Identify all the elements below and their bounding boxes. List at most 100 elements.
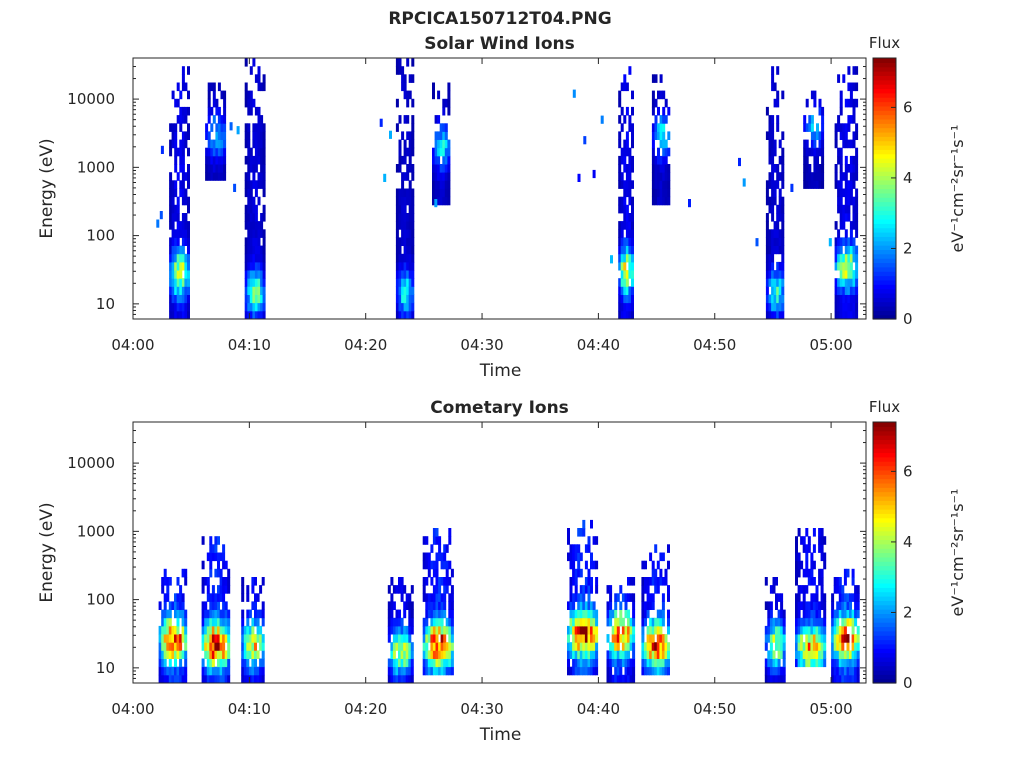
spectrogram-cell: [813, 131, 817, 140]
spectrogram-cell: [398, 188, 402, 198]
spectrogram-cell: [846, 634, 850, 643]
spectrogram-cell: [257, 172, 261, 181]
spectrogram-cell: [765, 302, 769, 312]
spectrogram-cell: [574, 617, 578, 627]
spectrogram-cell: [837, 196, 841, 206]
colorbar-swatch: [873, 88, 896, 94]
spectrogram-cell: [398, 674, 401, 684]
spectrogram-cell: [797, 650, 801, 659]
spectrogram-cell: [606, 617, 610, 627]
spectrogram-cell: [432, 196, 435, 206]
spectrogram-cell: [812, 658, 816, 668]
spectrogram-cell: [595, 642, 599, 651]
burst-1: [158, 568, 188, 684]
spectrogram-cell: [781, 155, 785, 165]
spectrogram-cell: [425, 577, 429, 586]
spectrogram-cell: [408, 90, 412, 100]
spectrogram-cell: [856, 601, 860, 610]
x-tick-label: 04:40: [577, 336, 620, 354]
spectrogram-cell: [227, 650, 231, 659]
spectrogram-cell: [422, 577, 426, 586]
spectrogram-cell: [816, 131, 819, 140]
spectrogram-cell: [667, 625, 670, 635]
spectrogram-cell: [614, 642, 618, 651]
spectrogram-cell: [781, 261, 785, 271]
spectrogram-cell: [569, 601, 573, 610]
spectrogram-cell: [427, 593, 431, 602]
spectrogram-cell: [247, 270, 251, 279]
spectrogram-cell: [408, 237, 412, 246]
spectrogram-cell: [392, 617, 396, 627]
spectrogram-cell: [224, 674, 228, 684]
spectrogram-cell: [659, 552, 663, 562]
spectrogram-cell: [406, 58, 410, 67]
colorbar-swatch: [873, 582, 896, 588]
spectrogram-cell: [773, 82, 777, 92]
spectrogram-cell: [818, 544, 822, 553]
spectrogram-cell: [448, 536, 452, 545]
spectrogram-cell: [166, 674, 170, 684]
spectrogram-cell: [251, 674, 255, 684]
colorbar-swatch: [873, 166, 896, 172]
axes-frame: [132, 421, 867, 684]
spectrogram-cell: [656, 625, 660, 635]
spectrogram-cell: [450, 658, 454, 668]
spectrogram-cell: [833, 634, 837, 643]
spectrogram-cell: [181, 302, 185, 312]
spectrogram-cell: [773, 188, 777, 198]
spectrogram-cell: [659, 642, 663, 651]
spectrogram-cell: [854, 609, 858, 619]
spectrogram-cell: [629, 634, 633, 643]
spectrogram-cell: [395, 229, 399, 238]
spectrogram-cell: [644, 658, 647, 668]
spectrogram-cell: [851, 568, 855, 578]
spectrogram-cell: [201, 674, 205, 684]
spectrogram-cell: [659, 617, 663, 627]
colorbar-swatch: [873, 591, 896, 597]
spectrogram-cell: [771, 261, 775, 271]
spectrogram-cell: [241, 593, 245, 602]
spectrogram-cell: [820, 617, 824, 627]
spectrogram-cell: [260, 261, 264, 271]
spectrogram-cell: [166, 617, 170, 627]
spectrogram-cell: [401, 286, 405, 295]
spectrogram-cell: [227, 658, 231, 668]
spectrogram-cell: [247, 155, 251, 165]
spectrogram-cell: [654, 642, 658, 651]
spectrogram-cell: [852, 180, 856, 189]
spectrogram-cell: [247, 123, 251, 132]
spectrogram-cell: [400, 674, 404, 684]
spectrogram-cell: [839, 164, 843, 173]
spectrogram-cell: [592, 625, 596, 635]
spectrogram-cell: [206, 650, 210, 659]
spectrogram-cell: [805, 172, 809, 181]
spectrogram-cell: [204, 666, 208, 676]
spectrogram-cell: [654, 188, 658, 198]
spectrogram-cell: [618, 253, 622, 263]
spectrogram-cell: [254, 650, 257, 659]
spectrogram-cell: [262, 229, 266, 238]
spectrogram-cell: [254, 642, 257, 651]
spectrogram-cell: [631, 294, 634, 304]
spectrogram-cell: [411, 58, 415, 67]
spectrogram-cell: [447, 164, 451, 173]
spectrogram-cell: [775, 642, 778, 651]
x-tick-label: 04:30: [460, 700, 503, 718]
spectrogram-cell: [254, 155, 258, 165]
spectrogram-cell: [168, 674, 172, 684]
spectrogram-cell: [595, 650, 599, 659]
spectrogram-cell: [816, 123, 819, 132]
spectrogram-cell: [395, 294, 399, 304]
spectrogram-cell: [430, 544, 434, 553]
spectrogram-cell: [841, 674, 845, 684]
spectrogram-cell: [618, 278, 622, 287]
spectrogram-cell: [623, 164, 627, 173]
spectrogram-cell: [844, 270, 848, 279]
spectrogram-cell: [625, 139, 629, 149]
spectrogram-cell: [818, 106, 822, 116]
spectrogram-cell: [220, 172, 224, 181]
spectrogram-cell: [852, 139, 856, 149]
spectrogram-cell: [181, 115, 185, 124]
spectrogram-cell: [168, 625, 172, 635]
spectrogram-cell: [611, 609, 615, 619]
